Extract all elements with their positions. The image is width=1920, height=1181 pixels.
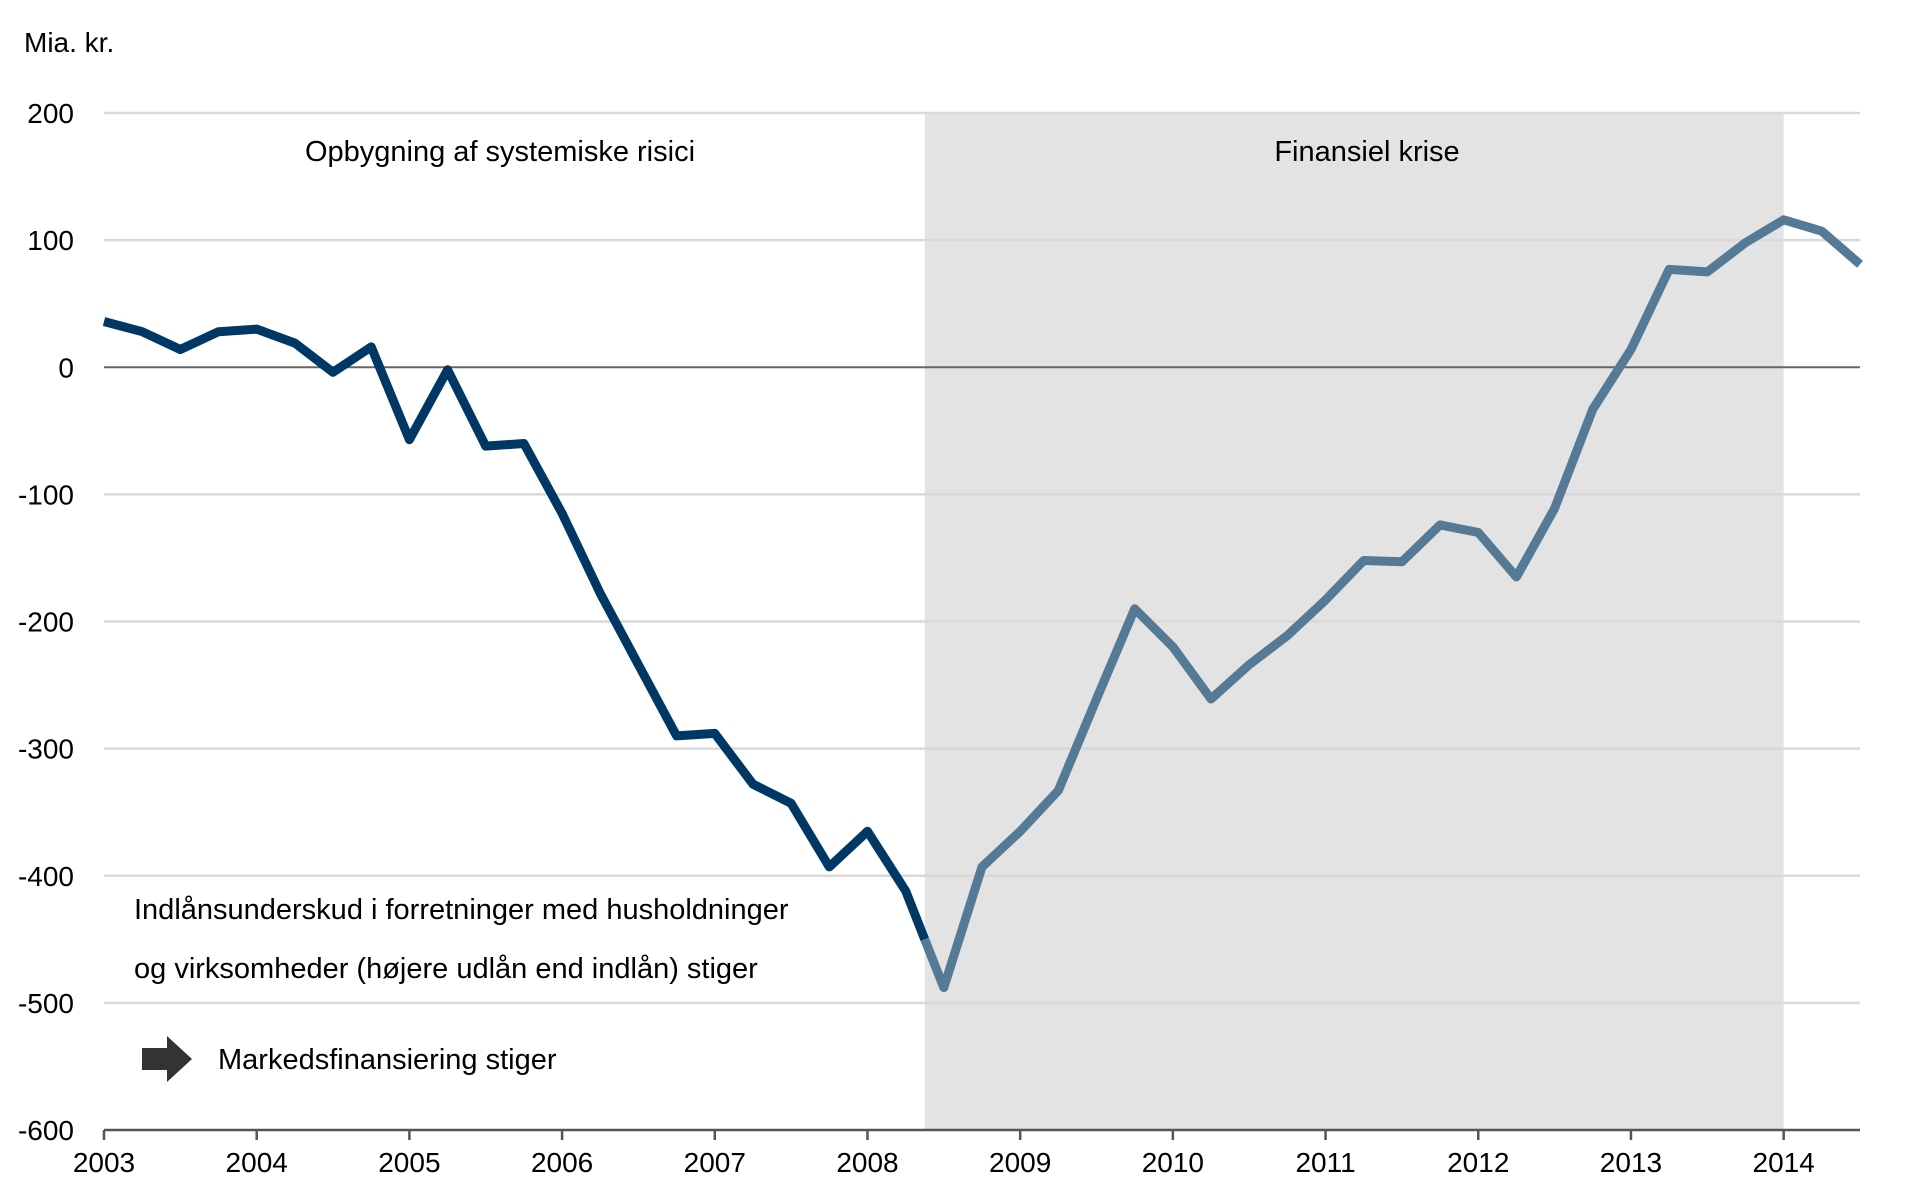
buildup-label: Opbygning af systemiske risici	[305, 136, 695, 168]
y-tick-label: 0	[58, 352, 74, 383]
y-axis-ticks: 200 100 0 -100 -200 -300 -400 -500 -600	[18, 98, 74, 1146]
x-tick-label: 2006	[531, 1147, 593, 1178]
y-tick-label: -100	[18, 479, 74, 510]
x-tick-label: 2014	[1753, 1147, 1815, 1178]
x-tick-label: 2005	[378, 1147, 440, 1178]
x-tick-label: 2013	[1600, 1147, 1662, 1178]
x-tick-label: 2009	[989, 1147, 1051, 1178]
y-tick-label: 200	[27, 98, 74, 129]
crisis-label: Finansiel krise	[1274, 136, 1459, 168]
deficit-annotation-line-1: Indlånsunderskud i forretninger med hush…	[134, 894, 789, 926]
y-tick-label: -200	[18, 607, 74, 638]
series-line-buildup-period	[102, 317, 929, 941]
series-line-crisis-period	[920, 215, 1863, 993]
y-axis-unit-label: Mia. kr.	[24, 27, 114, 58]
y-tick-label: 100	[27, 225, 74, 256]
deficit-annotation-line-2: og virksomheder (højere udlån end indlån…	[134, 953, 758, 985]
x-axis-ticks: 2003 2004 2005 2006 2007 2008 2009 2010 2011 2012…	[73, 1130, 1815, 1178]
arrow-right-icon	[142, 1036, 192, 1082]
market-funding-label: Markedsfinansiering stiger	[218, 1044, 557, 1076]
x-tick-label: 2011	[1295, 1147, 1355, 1178]
x-tick-label: 2010	[1142, 1147, 1204, 1178]
y-tick-label: -600	[18, 1115, 74, 1146]
y-tick-label: -500	[18, 988, 74, 1019]
x-tick-label: 2003	[73, 1147, 135, 1178]
y-tick-label: -300	[18, 734, 74, 765]
x-tick-label: 2012	[1447, 1147, 1509, 1178]
x-tick-label: 2007	[684, 1147, 746, 1178]
x-tick-label: 2008	[836, 1147, 898, 1178]
y-tick-label: -400	[18, 861, 74, 892]
x-tick-label: 2004	[226, 1147, 288, 1178]
series-lines	[102, 215, 1863, 993]
